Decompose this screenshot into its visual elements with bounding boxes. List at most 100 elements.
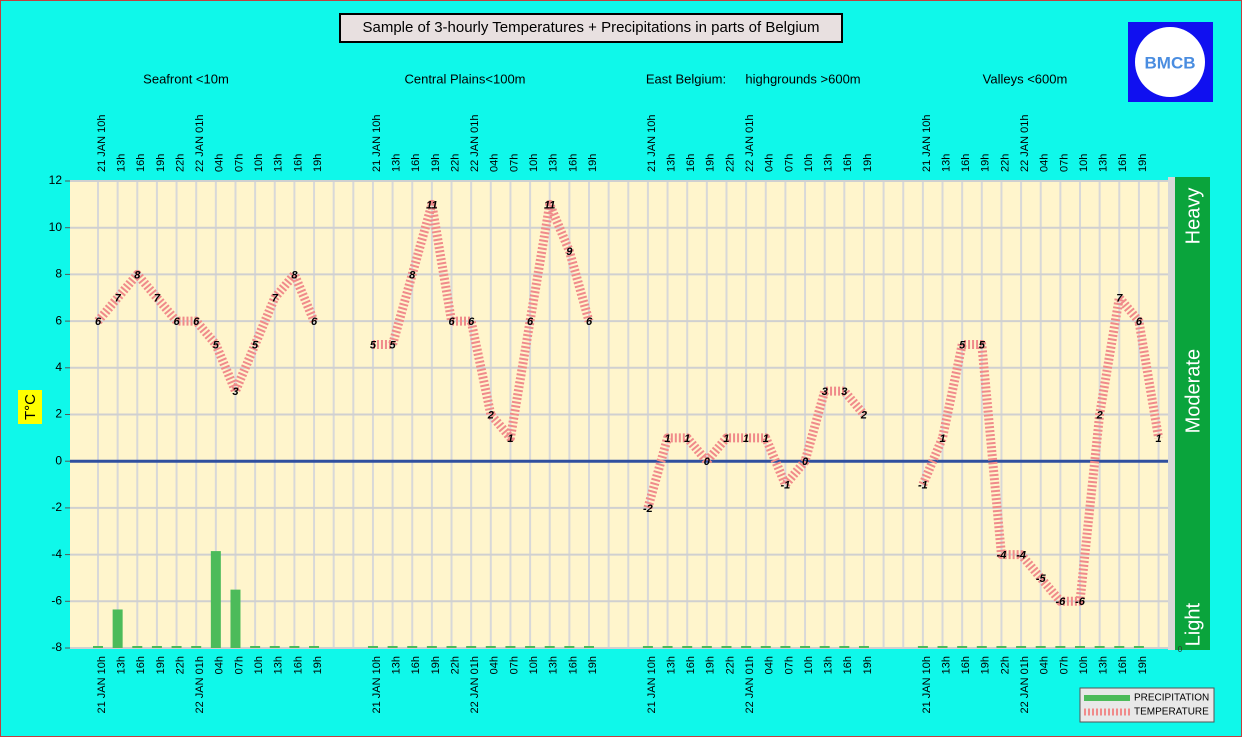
x-tick-label: 19h <box>430 656 442 674</box>
data-label: 9 <box>566 246 573 258</box>
x-tick-label: 19h <box>862 656 874 674</box>
precip-bar <box>839 646 850 648</box>
x-tick-label: 04h <box>1039 656 1051 674</box>
title-box <box>339 13 843 43</box>
group-label: Central Plains<100m <box>404 71 525 86</box>
data-label: 1 <box>684 433 690 445</box>
x-tick-label-top: 22h <box>174 154 186 172</box>
precip-bar <box>584 646 594 648</box>
data-label: 6 <box>586 316 593 328</box>
x-tick-label-top: 22 JAN 01h <box>744 115 756 172</box>
data-label: 5 <box>252 339 259 351</box>
x-tick-label: 07h <box>233 656 245 674</box>
precip-bar <box>1016 646 1027 648</box>
data-label: -6 <box>1075 596 1086 608</box>
precip-bar <box>701 646 712 648</box>
data-label: 2 <box>860 409 867 421</box>
x-tick-label: 07h <box>1058 656 1070 674</box>
y-tick-label: 8 <box>55 267 62 281</box>
logo-text: BMCB <box>1145 53 1196 72</box>
precip-bar <box>525 646 536 648</box>
y-tick-label: -2 <box>51 500 62 514</box>
data-label: 11 <box>544 199 555 211</box>
x-tick-label: 21 JAN 10h <box>646 656 658 713</box>
x-tick-label-top: 16h <box>685 154 697 172</box>
x-tick-label: 19h <box>1137 656 1149 674</box>
precip-bar <box>858 646 869 648</box>
data-label: 7 <box>1116 293 1123 305</box>
precip-bar <box>780 646 791 648</box>
precip-bar <box>132 646 143 648</box>
x-tick-label-top: 16h <box>1117 154 1129 172</box>
precip-bar <box>230 589 241 648</box>
group-label: Valleys <600m <box>983 71 1068 86</box>
x-tick-label: 04h <box>764 656 776 674</box>
temperature-line <box>94 199 1163 606</box>
logo-circle <box>1135 27 1205 97</box>
data-label: 1 <box>743 433 749 445</box>
data-label: -2 <box>643 503 653 515</box>
data-label: 1 <box>507 433 513 445</box>
precip-bar <box>505 646 516 648</box>
data-label: 5 <box>959 339 966 351</box>
x-tick-label: 04h <box>489 656 501 674</box>
precip-bar <box>309 646 320 648</box>
data-label: 1 <box>939 433 945 445</box>
data-label: 8 <box>291 269 298 281</box>
x-tick-label-top: 22h <box>999 154 1011 172</box>
y-tick-label: 6 <box>55 313 62 327</box>
x-tick-label: 13h <box>548 656 560 674</box>
x-tick-label: 13h <box>940 656 952 674</box>
x-tick-label: 10h <box>1078 656 1090 674</box>
y-tick-label: -8 <box>51 640 62 654</box>
x-tick-label: 22 JAN 01h <box>194 656 206 713</box>
data-label: 7 <box>272 293 279 305</box>
data-label: 1 <box>1155 433 1161 445</box>
precip-bar <box>819 646 830 648</box>
x-tick-label-top: 16h <box>960 154 972 172</box>
data-label: 6 <box>468 316 475 328</box>
data-label: 3 <box>822 386 828 398</box>
x-tick-label: 16h <box>1117 656 1129 674</box>
band-gap <box>1168 177 1175 650</box>
x-tick-label-top: 21 JAN 10h <box>646 115 658 172</box>
x-tick-label: 13h <box>823 656 835 674</box>
precip-bar <box>917 646 928 648</box>
data-label: 5 <box>213 339 220 351</box>
x-tick-label-top: 10h <box>803 154 815 172</box>
x-tick-label: 16h <box>960 656 972 674</box>
precip-bar <box>544 646 555 648</box>
x-tick-label-top: 13h <box>1098 154 1110 172</box>
x-tick-label-top: 16h <box>292 154 304 172</box>
data-label: 6 <box>1136 316 1143 328</box>
data-label: 5 <box>979 339 986 351</box>
precip-bar <box>1114 646 1125 648</box>
x-tick-label-top: 10h <box>528 154 540 172</box>
precip-bar <box>1133 646 1144 648</box>
intensity-band <box>1175 177 1210 650</box>
data-label: 6 <box>448 316 455 328</box>
precip-bar <box>662 646 673 648</box>
x-tick-label-top: 04h <box>1039 154 1051 172</box>
precip-bar <box>800 646 811 648</box>
x-tick-label-top: 21 JAN 10h <box>921 115 933 172</box>
precip-bar <box>996 646 1007 648</box>
y-tick-label: 12 <box>49 173 63 187</box>
x-tick-label: 22h <box>999 656 1011 674</box>
x-tick-label: 16h <box>842 656 854 674</box>
precip-bar <box>387 646 398 648</box>
x-tick-label-top: 16h <box>842 154 854 172</box>
precip-bar <box>642 646 653 648</box>
x-tick-label: 10h <box>803 656 815 674</box>
y-axis-label: T°C <box>22 394 39 420</box>
precip-bar <box>367 646 378 648</box>
group-label: Seafront <10m <box>143 71 229 86</box>
data-label: -6 <box>1055 596 1066 608</box>
data-label: 5 <box>370 339 377 351</box>
precip-bar <box>407 646 418 648</box>
x-tick-label: 22h <box>449 656 461 674</box>
data-label: 7 <box>154 293 161 305</box>
x-tick-label-top: 22 JAN 01h <box>1019 115 1031 172</box>
precip-bar <box>937 646 948 648</box>
